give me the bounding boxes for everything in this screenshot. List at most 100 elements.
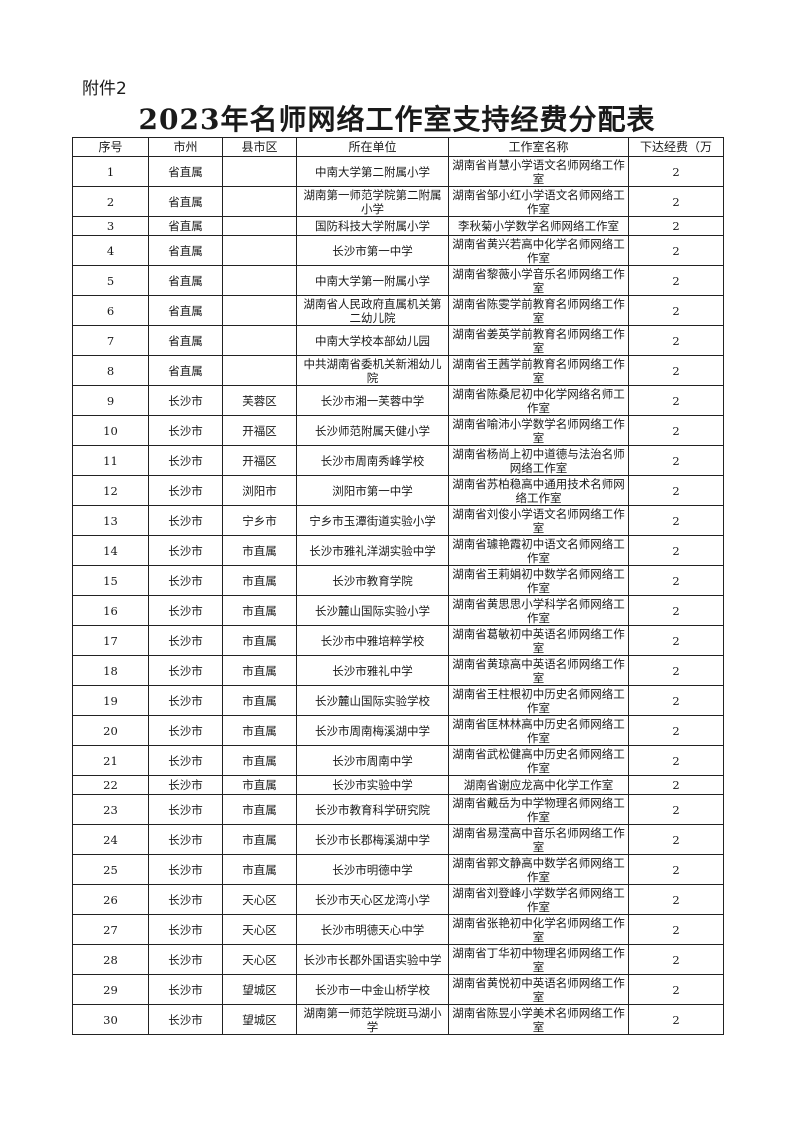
cell-unit: 长沙市明德天心中学 [296, 914, 449, 945]
cell-city: 长沙市 [148, 535, 223, 566]
cell-funding: 2 [628, 445, 724, 476]
cell-index: 19 [72, 685, 149, 716]
cell-city: 长沙市 [148, 745, 223, 776]
cell-city: 省直属 [148, 325, 223, 356]
cell-city: 长沙市 [148, 475, 223, 506]
table-row: 27 长沙市 天心区 长沙市明德天心中学 湖南省张艳初中化学名师网络工作室 2 [72, 914, 724, 945]
cell-funding: 2 [628, 156, 724, 187]
cell-city: 省直属 [148, 235, 223, 266]
cell-index: 30 [72, 1004, 149, 1035]
cell-county [222, 295, 297, 326]
cell-county: 市直属 [222, 565, 297, 596]
cell-index: 10 [72, 415, 149, 446]
cell-city: 长沙市 [148, 775, 223, 795]
table-row: 16 长沙市 市直属 长沙麓山国际实验小学 湖南省黄思思小学科学名师网络工作室 2 [72, 595, 724, 626]
table-row: 9 长沙市 芙蓉区 长沙市湘一芙蓉中学 湖南省陈桑尼初中化学网络名师工作室 2 [72, 385, 724, 416]
cell-index: 5 [72, 265, 149, 296]
cell-city: 长沙市 [148, 655, 223, 686]
cell-index: 24 [72, 824, 149, 855]
cell-funding: 2 [628, 824, 724, 855]
cell-studio-name: 湖南省谢应龙高中化学工作室 [448, 775, 629, 795]
cell-city: 长沙市 [148, 794, 223, 825]
cell-county [222, 216, 297, 236]
cell-unit: 长沙麓山国际实验小学 [296, 595, 449, 626]
cell-index: 2 [72, 186, 149, 217]
cell-index: 18 [72, 655, 149, 686]
cell-unit: 长沙市明德中学 [296, 854, 449, 885]
cell-studio-name: 湖南省王柱根初中历史名师网络工作室 [448, 685, 629, 716]
cell-unit: 长沙市长郡外国语实验中学 [296, 944, 449, 975]
cell-unit: 长沙麓山国际实验学校 [296, 685, 449, 716]
cell-studio-name: 湖南省张艳初中化学名师网络工作室 [448, 914, 629, 945]
header-studio-name: 工作室名称 [448, 137, 629, 157]
cell-unit: 长沙市湘一芙蓉中学 [296, 385, 449, 416]
table-row: 22 长沙市 市直属 长沙市实验中学 湖南省谢应龙高中化学工作室 2 [72, 775, 724, 795]
cell-studio-name: 湖南省黄兴若高中化学名师网络工作室 [448, 235, 629, 266]
cell-unit: 长沙市一中金山桥学校 [296, 974, 449, 1005]
cell-unit: 湖南第一师范学院第二附属小学 [296, 186, 449, 217]
table-row: 21 长沙市 市直属 长沙市周南中学 湖南省武松健高中历史名师网络工作室 2 [72, 745, 724, 776]
cell-studio-name: 湖南省刘俊小学语文名师网络工作室 [448, 505, 629, 536]
cell-studio-name: 湖南省易滢高中音乐名师网络工作室 [448, 824, 629, 855]
cell-funding: 2 [628, 355, 724, 386]
cell-city: 长沙市 [148, 445, 223, 476]
cell-funding: 2 [628, 216, 724, 236]
cell-unit: 长沙市天心区龙湾小学 [296, 884, 449, 915]
cell-index: 6 [72, 295, 149, 326]
table-row: 20 长沙市 市直属 长沙市周南梅溪湖中学 湖南省匡林林高中历史名师网络工作室 2 [72, 715, 724, 746]
cell-county: 宁乡市 [222, 505, 297, 536]
cell-index: 4 [72, 235, 149, 266]
cell-city: 长沙市 [148, 565, 223, 596]
cell-unit: 长沙市教育科学研究院 [296, 794, 449, 825]
cell-county: 市直属 [222, 655, 297, 686]
cell-county [222, 235, 297, 266]
cell-unit: 中南大学第一附属小学 [296, 265, 449, 296]
cell-index: 28 [72, 944, 149, 975]
cell-county [222, 156, 297, 187]
cell-city: 省直属 [148, 265, 223, 296]
cell-county: 市直属 [222, 854, 297, 885]
cell-county: 开福区 [222, 445, 297, 476]
cell-studio-name: 湖南省肖慧小学语文名师网络工作室 [448, 156, 629, 187]
table-row: 18 长沙市 市直属 长沙市雅礼中学 湖南省黄琼高中英语名师网络工作室 2 [72, 655, 724, 686]
cell-studio-name: 湖南省黎薇小学音乐名师网络工作室 [448, 265, 629, 296]
table-row: 12 长沙市 浏阳市 浏阳市第一中学 湖南省苏柏稳高中通用技术名师网络工作室 2 [72, 475, 724, 506]
header-funding: 下达经费（万 [628, 137, 724, 157]
cell-funding: 2 [628, 265, 724, 296]
cell-county: 市直属 [222, 775, 297, 795]
cell-index: 26 [72, 884, 149, 915]
cell-funding: 2 [628, 974, 724, 1005]
cell-funding: 2 [628, 685, 724, 716]
cell-index: 20 [72, 715, 149, 746]
table-row: 15 长沙市 市直属 长沙市教育学院 湖南省王莉娟初中数学名师网络工作室 2 [72, 565, 724, 596]
cell-funding: 2 [628, 794, 724, 825]
table-row: 17 长沙市 市直属 长沙市中雅培粹学校 湖南省葛敏初中英语名师网络工作室 2 [72, 625, 724, 656]
table-row: 4 省直属 长沙市第一中学 湖南省黄兴若高中化学名师网络工作室 2 [72, 235, 724, 266]
cell-unit: 长沙市中雅培粹学校 [296, 625, 449, 656]
cell-unit: 国防科技大学附属小学 [296, 216, 449, 236]
cell-studio-name: 湖南省郭文静高中数学名师网络工作室 [448, 854, 629, 885]
cell-index: 3 [72, 216, 149, 236]
cell-funding: 2 [628, 775, 724, 795]
table-row: 29 长沙市 望城区 长沙市一中金山桥学校 湖南省黄悦初中英语名师网络工作室 2 [72, 974, 724, 1005]
cell-county: 市直属 [222, 625, 297, 656]
cell-funding: 2 [628, 475, 724, 506]
cell-funding: 2 [628, 186, 724, 217]
cell-index: 21 [72, 745, 149, 776]
cell-city: 长沙市 [148, 595, 223, 626]
cell-index: 22 [72, 775, 149, 795]
cell-index: 14 [72, 535, 149, 566]
cell-studio-name: 湖南省喻沛小学数学名师网络工作室 [448, 415, 629, 446]
cell-county [222, 325, 297, 356]
cell-city: 长沙市 [148, 685, 223, 716]
cell-studio-name: 湖南省王茜学前教育名师网络工作室 [448, 355, 629, 386]
cell-index: 15 [72, 565, 149, 596]
cell-city: 长沙市 [148, 1004, 223, 1035]
cell-city: 长沙市 [148, 824, 223, 855]
cell-unit: 中南大学第二附属小学 [296, 156, 449, 187]
cell-studio-name: 湖南省黄琼高中英语名师网络工作室 [448, 655, 629, 686]
header-county: 县市区 [222, 137, 297, 157]
table-row: 14 长沙市 市直属 长沙市雅礼洋湖实验中学 湖南省璩艳霞初中语文名师网络工作室 2 [72, 535, 724, 566]
cell-index: 25 [72, 854, 149, 885]
cell-studio-name: 湖南省陈雯学前教育名师网络工作室 [448, 295, 629, 326]
